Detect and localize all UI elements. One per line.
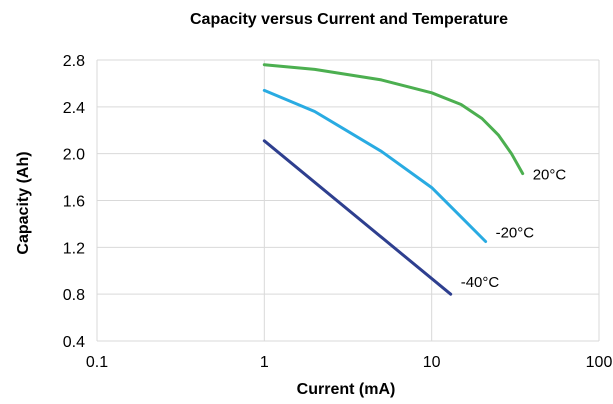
series-label: -40°C bbox=[461, 274, 500, 291]
x-tick-label: 1 bbox=[260, 354, 269, 371]
series-layer: 20°C -20°C -40°C bbox=[262, 63, 567, 296]
series-line-2 bbox=[262, 88, 488, 243]
chart-title: Capacity versus Current and Temperature bbox=[190, 11, 508, 28]
y-tick-label: 1.2 bbox=[63, 240, 85, 257]
x-tick-label: 100 bbox=[586, 354, 613, 371]
x-tick-label: 10 bbox=[423, 354, 441, 371]
x-axis-title: Current (mA) bbox=[297, 381, 396, 398]
y-axis-title: Capacity (Ah) bbox=[15, 151, 32, 254]
y-tick-label: 2.0 bbox=[63, 147, 85, 164]
series-line-1 bbox=[262, 63, 525, 176]
series-label: -20°C bbox=[496, 224, 535, 241]
y-tick-label: 2.8 bbox=[63, 53, 85, 70]
tick-labels: 0.4 0.8 1.2 1.6 2.0 2.4 2.8 0.1 1 10 100 bbox=[63, 53, 613, 371]
x-tick-label: 0.1 bbox=[86, 354, 108, 371]
y-tick-label: 2.4 bbox=[63, 100, 85, 117]
y-tick-label: 1.6 bbox=[63, 194, 85, 211]
y-tick-label: 0.4 bbox=[63, 334, 85, 351]
y-tick-label: 0.8 bbox=[63, 287, 85, 304]
series-label: 20°C bbox=[533, 167, 567, 184]
grid bbox=[96, 59, 600, 342]
series-line-3 bbox=[262, 139, 453, 296]
